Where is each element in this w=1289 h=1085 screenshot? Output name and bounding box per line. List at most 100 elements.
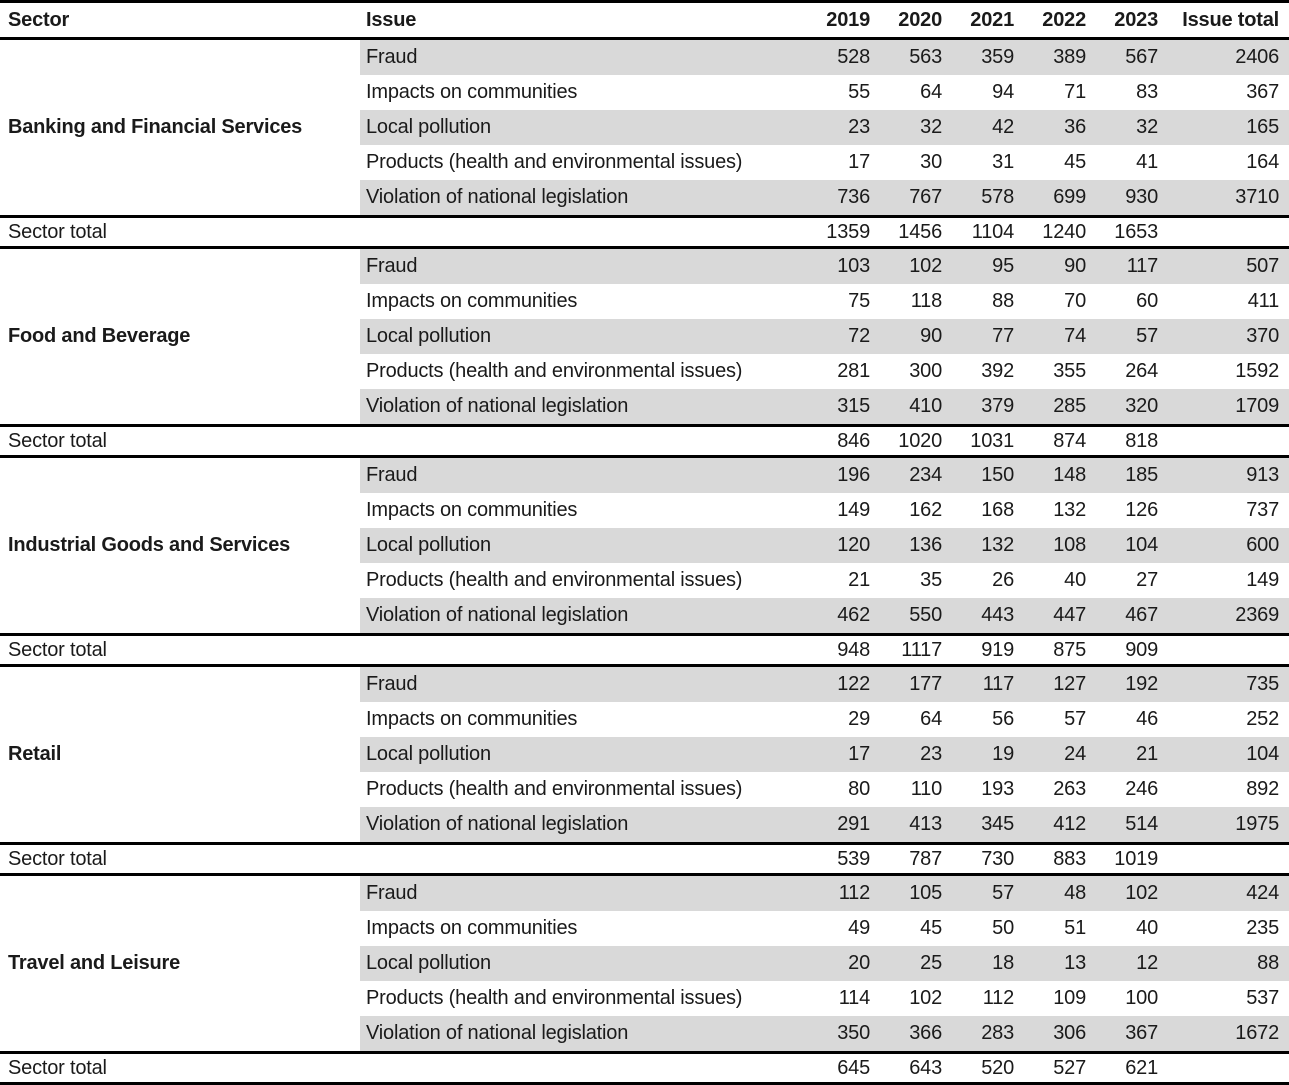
issue-row: Violation of national legislation 736 767 5… bbox=[0, 180, 1289, 217]
issue-cell: Violation of national legislation bbox=[360, 1016, 808, 1053]
issue-total-cell: 2369 bbox=[1168, 598, 1289, 635]
year-value-cell: 18 bbox=[952, 946, 1024, 981]
year-value-cell: 110 bbox=[910, 778, 942, 800]
year-value-cell: 50 bbox=[992, 917, 1014, 939]
sector-total-value-cell: 818 bbox=[1096, 424, 1168, 458]
year-value-cell: 24 bbox=[1024, 737, 1096, 772]
issue-total-cell: 88 bbox=[1168, 946, 1289, 981]
year-value-cell: 281 bbox=[837, 360, 870, 382]
issue-row: Local pollution 120 136 132 108 104 600 bbox=[0, 528, 1289, 563]
year-value-cell: 102 bbox=[1096, 874, 1168, 911]
issue-row: Products (health and environmental issue… bbox=[0, 772, 1289, 807]
year-value-cell: 60 bbox=[1136, 290, 1158, 312]
issue-total-cell: 149 bbox=[1246, 569, 1279, 591]
year-value-cell: 234 bbox=[880, 456, 952, 493]
issue-row: Products (health and environmental issue… bbox=[0, 563, 1289, 598]
sector-total-label: Sector total bbox=[0, 1051, 808, 1085]
issue-cell: Impacts on communities bbox=[366, 81, 578, 103]
year-value-cell: 567 bbox=[1096, 38, 1168, 75]
year-value-cell: 122 bbox=[808, 665, 880, 702]
year-value-cell: 930 bbox=[1096, 180, 1168, 217]
issue-row: Products (health and environmental issue… bbox=[0, 354, 1289, 389]
year-value-cell: 413 bbox=[880, 807, 952, 844]
header-row: Sector Issue 2019 2020 2021 2022 2023 Is… bbox=[0, 0, 1289, 40]
year-value-cell: 55 bbox=[848, 81, 870, 103]
year-value-cell: 447 bbox=[1024, 598, 1096, 635]
issue-row: Local pollution 17 23 19 24 21 104 bbox=[0, 737, 1289, 772]
year-value-cell: 264 bbox=[1125, 360, 1158, 382]
year-value-cell: 21 bbox=[1096, 737, 1168, 772]
year-value-cell: 57 bbox=[952, 874, 1024, 911]
sector-total-value-cell: 846 bbox=[808, 424, 880, 458]
issue-cell: Impacts on communities bbox=[366, 917, 578, 939]
issue-cell: Impacts on communities bbox=[366, 708, 578, 730]
issue-cell: Fraud bbox=[360, 665, 808, 702]
year-value-cell: 345 bbox=[952, 807, 1024, 844]
sector-total-value-cell: 919 bbox=[952, 633, 1024, 667]
sector-total-value-cell: 1359 bbox=[808, 215, 880, 249]
issue-cell: Fraud bbox=[360, 456, 808, 493]
sector-total-row: Sector total 539 787 730 883 1019 bbox=[0, 842, 1289, 876]
year-value-cell: 193 bbox=[981, 778, 1014, 800]
year-value-cell: 528 bbox=[808, 38, 880, 75]
issue-total-cell: 165 bbox=[1168, 110, 1289, 145]
sector-total-value-cell: 527 bbox=[1024, 1051, 1096, 1085]
issue-cell: Violation of national legislation bbox=[360, 807, 808, 844]
year-value-cell: 64 bbox=[920, 708, 942, 730]
year-value-cell: 32 bbox=[1096, 110, 1168, 145]
year-value-cell: 117 bbox=[952, 665, 1024, 702]
issue-row: Impacts on communities 55 64 94 71 83 367 bbox=[0, 75, 1289, 110]
year-value-cell: 27 bbox=[1136, 569, 1158, 591]
year-value-cell: 127 bbox=[1024, 665, 1096, 702]
year-value-cell: 367 bbox=[1096, 1016, 1168, 1053]
issue-row: Travel and Leisure Fraud 112 105 57 48 102 424 bbox=[0, 874, 1289, 1053]
issue-row: Local pollution 20 25 18 13 12 88 bbox=[0, 946, 1289, 981]
year-value-cell: 31 bbox=[992, 151, 1014, 173]
year-value-cell: 105 bbox=[880, 874, 952, 911]
sector-name-cell: Food and Beverage bbox=[0, 247, 360, 426]
year-value-cell: 550 bbox=[880, 598, 952, 635]
issue-row: Violation of national legislation 315 410 3… bbox=[0, 389, 1289, 426]
year-value-cell: 102 bbox=[909, 987, 942, 1009]
year-value-cell: 103 bbox=[808, 247, 880, 284]
year-value-cell: 462 bbox=[808, 598, 880, 635]
issue-total-cell: 2406 bbox=[1168, 38, 1289, 75]
year-value-cell: 23 bbox=[880, 737, 952, 772]
year-value-cell: 114 bbox=[838, 987, 870, 1009]
year-value-cell: 72 bbox=[808, 319, 880, 354]
year-value-cell: 56 bbox=[992, 708, 1014, 730]
year-value-cell: 118 bbox=[910, 290, 942, 312]
year-value-cell: 563 bbox=[880, 38, 952, 75]
sector-total-label: Sector total bbox=[0, 633, 808, 667]
year-value-cell: 75 bbox=[848, 290, 870, 312]
year-value-cell: 74 bbox=[1024, 319, 1096, 354]
year-value-cell: 12 bbox=[1096, 946, 1168, 981]
issue-cell: Violation of national legislation bbox=[360, 389, 808, 426]
year-value-cell: 51 bbox=[1064, 917, 1086, 939]
sector-total-row: Sector total 948 1117 919 875 909 bbox=[0, 633, 1289, 667]
year-value-cell: 578 bbox=[952, 180, 1024, 217]
issue-row: Food and Beverage Fraud 103 102 95 90 117 507 bbox=[0, 247, 1289, 426]
sector-total-label: Sector total bbox=[0, 215, 808, 249]
year-value-cell: 57 bbox=[1064, 708, 1086, 730]
issue-cell: Products (health and environmental issue… bbox=[366, 987, 743, 1009]
issue-cell: Impacts on communities bbox=[366, 290, 578, 312]
year-value-cell: 19 bbox=[952, 737, 1024, 772]
issue-total-cell: 411 bbox=[1247, 290, 1279, 312]
issue-row: Impacts on communities 149 162 168 132 126 737 bbox=[0, 493, 1289, 528]
year-value-cell: 389 bbox=[1024, 38, 1096, 75]
sector-total-value-cell: 1240 bbox=[1024, 215, 1096, 249]
year-value-cell: 83 bbox=[1136, 81, 1158, 103]
year-value-cell: 355 bbox=[1053, 360, 1086, 382]
sector-total-empty-cell bbox=[1168, 215, 1289, 249]
sector-total-value-cell: 1019 bbox=[1096, 842, 1168, 876]
year-value-cell: 117 bbox=[1096, 247, 1168, 284]
year-value-cell: 196 bbox=[808, 456, 880, 493]
issue-cell: Local pollution bbox=[360, 319, 808, 354]
issue-cell: Fraud bbox=[360, 38, 808, 75]
year-value-cell: 112 bbox=[808, 874, 880, 911]
year-value-cell: 767 bbox=[880, 180, 952, 217]
issue-row: Impacts on communities 29 64 56 57 46 252 bbox=[0, 702, 1289, 737]
issue-cell: Products (health and environmental issue… bbox=[366, 778, 743, 800]
year-value-cell: 30 bbox=[920, 151, 942, 173]
